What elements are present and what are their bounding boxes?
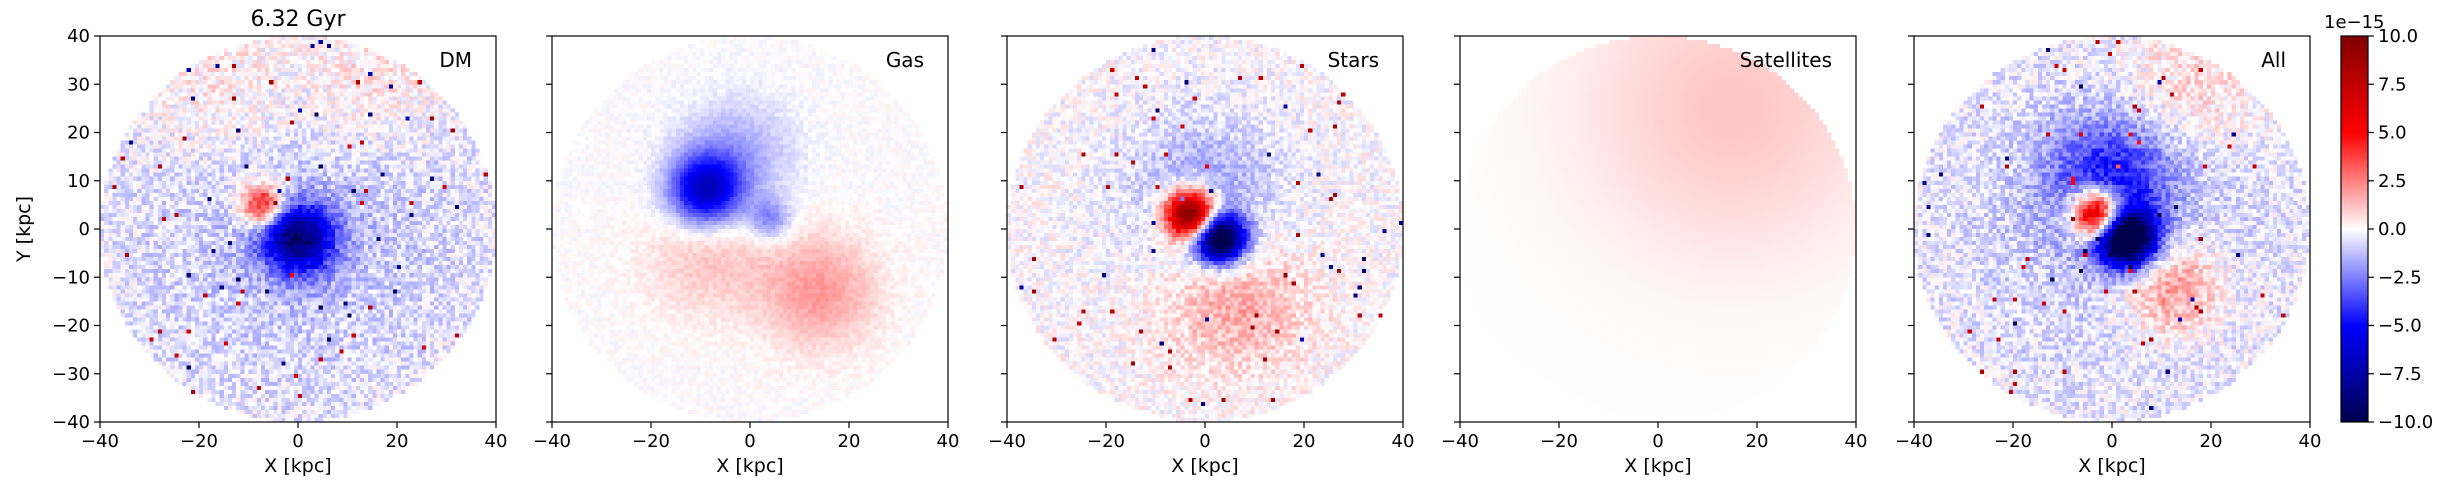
heatmap-image <box>1914 36 2310 422</box>
x-tick-label: 0 <box>744 431 755 452</box>
panel-all: −40 −20 0 20 40 All X [kpc] <box>1895 35 2322 477</box>
colorbar-tick-label: 5.0 <box>2378 123 2407 144</box>
panel-gas: −40 −20 0 20 40 Gas X [kpc] <box>533 35 960 477</box>
x-tick-label: −40 <box>988 431 1026 452</box>
x-tick-label: −20 <box>1087 431 1125 452</box>
y-tick-label: −10 <box>52 267 90 288</box>
colorbar-tick-label: −2.5 <box>2378 267 2422 288</box>
x-axis-label: X [kpc] <box>1624 455 1691 477</box>
colorbar-tick-label: −5.0 <box>2378 316 2422 337</box>
colorbar-tick-label: −7.5 <box>2378 364 2422 385</box>
x-tick-label: 0 <box>2106 431 2117 452</box>
x-tick-label: 20 <box>1293 431 1316 452</box>
x-tick-label: 40 <box>1392 431 1415 452</box>
x-tick-label: 20 <box>2200 431 2223 452</box>
y-tick-label: −20 <box>52 316 90 337</box>
panel-dm: −40 −20 0 20 40 40 30 20 10 0 −10 −20 −30 −40 DM X [kpc… <box>13 7 507 477</box>
x-tick-label: −40 <box>81 431 119 452</box>
panels: −40 −20 0 20 40 40 30 20 10 0 −10 −20 −30 −40 DM X [kpc… <box>13 7 2321 477</box>
colorbar-tick-label: 7.5 <box>2378 74 2407 95</box>
x-tick-label: 0 <box>1652 431 1663 452</box>
panel-label: Gas <box>886 48 924 72</box>
y-tick-label: 40 <box>67 26 90 47</box>
x-tick-label: −40 <box>533 431 571 452</box>
colorbar-tick-label: −10.0 <box>2378 412 2433 433</box>
colorbar-tick-label: 10.0 <box>2378 26 2418 47</box>
panel-label: All <box>2261 48 2286 72</box>
y-tick-label: −40 <box>52 412 90 433</box>
x-tick-label: 40 <box>485 431 508 452</box>
colorbar-ticks: 10.0 7.5 5.0 2.5 0.0 −2.5 −5.0 −7.5 −10.0 <box>2368 26 2433 433</box>
x-tick-label: −40 <box>1441 431 1479 452</box>
x-tick-label: −20 <box>1994 431 2032 452</box>
x-tick-label: −20 <box>180 431 218 452</box>
panel-label: Stars <box>1328 48 1379 72</box>
x-tick-label: 20 <box>386 431 409 452</box>
colorbar-tick-label: 0.0 <box>2378 219 2407 240</box>
x-axis-label: X [kpc] <box>1171 455 1238 477</box>
x-tick-label: 0 <box>292 431 303 452</box>
x-axis-label: X [kpc] <box>264 455 331 477</box>
panel-label: DM <box>439 48 472 72</box>
panel-label: Satellites <box>1740 48 1832 72</box>
x-tick-label: 40 <box>937 431 960 452</box>
heatmap-image <box>100 36 496 422</box>
x-tick-label: −20 <box>632 431 670 452</box>
x-tick-label: −40 <box>1895 431 1933 452</box>
colorbar: 1e−15 10.0 7.5 5.0 2.5 0.0 −2.5 −5.0 −7.5 −10.0 <box>2324 12 2433 433</box>
panel-satellites: −40 −20 0 20 40 Satellites X [kpc] <box>1441 35 1868 477</box>
colorbar-tick-label: 2.5 <box>2378 171 2407 192</box>
x-axis-label: X [kpc] <box>2078 455 2145 477</box>
heatmap-image <box>1460 36 1856 422</box>
x-tick-label: 40 <box>2299 431 2322 452</box>
heatmap-image <box>552 36 948 422</box>
x-tick-label: 40 <box>1845 431 1868 452</box>
heatmap-image <box>1007 36 1403 422</box>
colorbar-gradient <box>2340 35 2369 423</box>
y-tick-label: 20 <box>67 123 90 144</box>
y-tick-label: 0 <box>79 219 90 240</box>
y-axis-label: Y [kpc] <box>13 196 35 263</box>
y-tick-label: 10 <box>67 171 90 192</box>
x-tick-label: 20 <box>1746 431 1769 452</box>
x-tick-label: 20 <box>838 431 861 452</box>
x-tick-label: −20 <box>1540 431 1578 452</box>
x-axis-label: X [kpc] <box>716 455 783 477</box>
y-tick-label: −30 <box>52 364 90 385</box>
panel-stars: −40 −20 0 20 40 Stars X [kpc] <box>988 35 1415 477</box>
colorbar-exponent: 1e−15 <box>2324 12 2385 33</box>
chart-title: 6.32 Gyr <box>250 7 346 32</box>
x-tick-label: 0 <box>1199 431 1210 452</box>
y-tick-label: 30 <box>67 74 90 95</box>
